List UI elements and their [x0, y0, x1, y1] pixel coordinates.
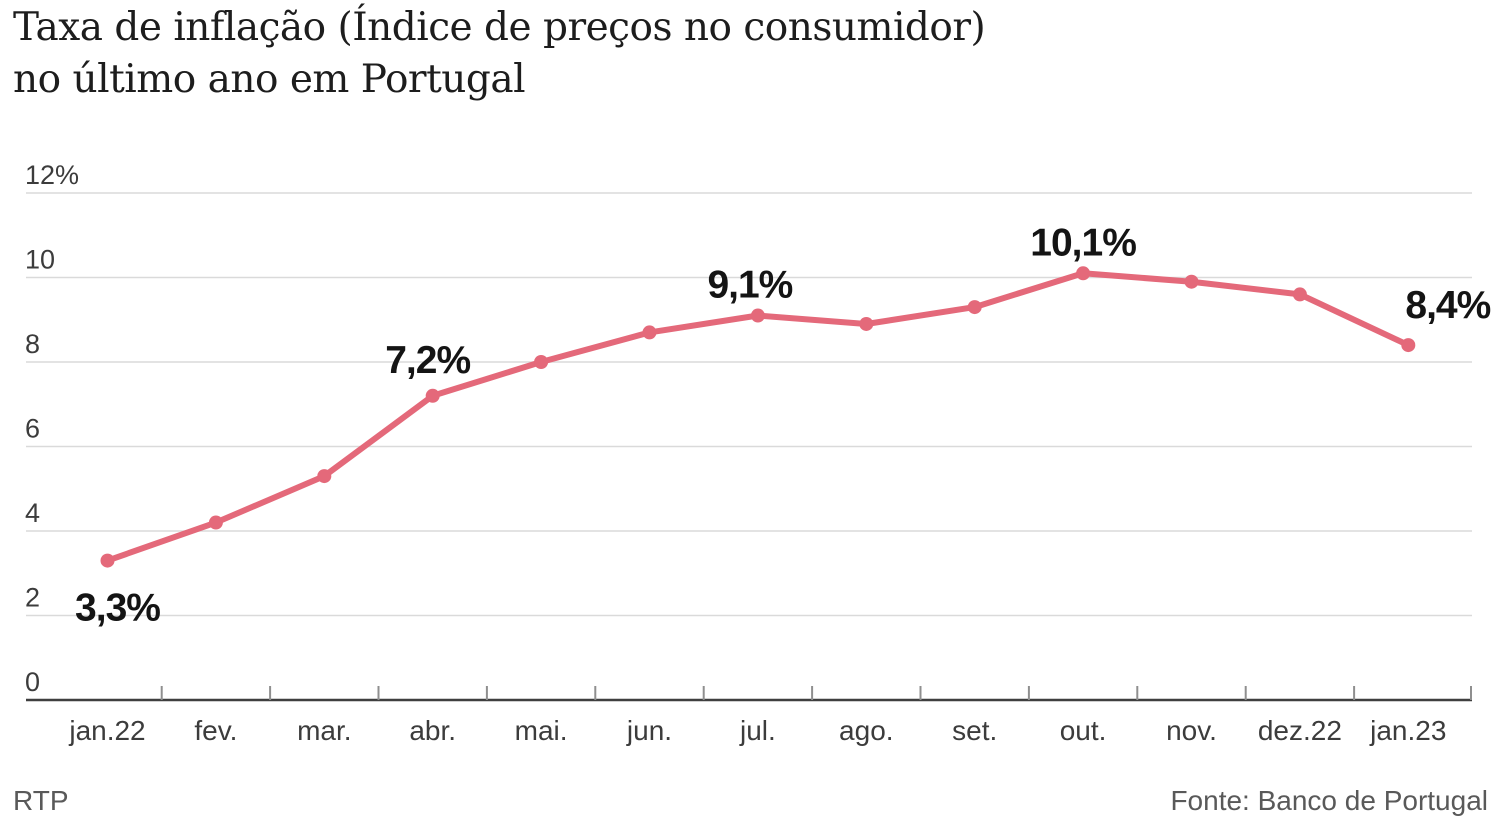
data-label: 8,4%	[1405, 284, 1490, 327]
data-label: 7,2%	[385, 339, 470, 382]
data-point	[534, 355, 549, 369]
data-label: 9,1%	[707, 264, 792, 307]
data-point	[1184, 274, 1199, 289]
chart-title-line1: Taxa de inflação (Índice de preços no co…	[13, 5, 986, 50]
y-tick-label: 4	[25, 498, 40, 528]
x-tick-label: out.	[1060, 715, 1107, 746]
data-point	[208, 515, 223, 530]
x-tick-label: jan.22	[68, 715, 145, 746]
x-tick-label: abr.	[409, 715, 456, 746]
data-point	[100, 553, 115, 568]
source-label: Fonte: Banco de Portugal	[1170, 785, 1488, 816]
chart-title-line2: no último ano em Portugal	[13, 57, 526, 102]
data-point	[1401, 338, 1416, 353]
data-point	[859, 316, 874, 331]
data-point	[967, 300, 982, 315]
data-point	[642, 325, 657, 340]
data-label: 3,3%	[75, 587, 160, 630]
x-tick-label: set.	[952, 715, 997, 746]
x-tick-label: mar.	[297, 715, 351, 746]
x-tick-label: mai.	[515, 715, 568, 746]
data-point	[317, 469, 332, 484]
data-point	[750, 308, 765, 323]
x-tick-label: ago.	[839, 715, 894, 746]
data-point	[1292, 287, 1307, 302]
x-tick-label: nov.	[1166, 715, 1217, 746]
y-tick-label: 12%	[25, 160, 79, 190]
x-tick-label: fev.	[194, 715, 237, 746]
chart-title: Taxa de inflação (Índice de preços no co…	[13, 2, 986, 106]
data-point	[425, 388, 440, 403]
y-tick-label: 8	[25, 329, 40, 359]
y-tick-label: 2	[25, 583, 40, 613]
x-tick-label: jul.	[739, 715, 776, 746]
y-tick-label: 6	[25, 414, 40, 444]
credit-label: RTP	[13, 785, 69, 816]
x-tick-label: dez.22	[1258, 715, 1342, 746]
x-tick-label: jun.	[626, 715, 672, 746]
y-tick-label: 0	[25, 667, 40, 697]
x-tick-label: jan.23	[1369, 715, 1446, 746]
data-label: 10,1%	[1030, 221, 1136, 264]
y-tick-label: 10	[25, 245, 55, 275]
data-point	[1076, 266, 1091, 281]
